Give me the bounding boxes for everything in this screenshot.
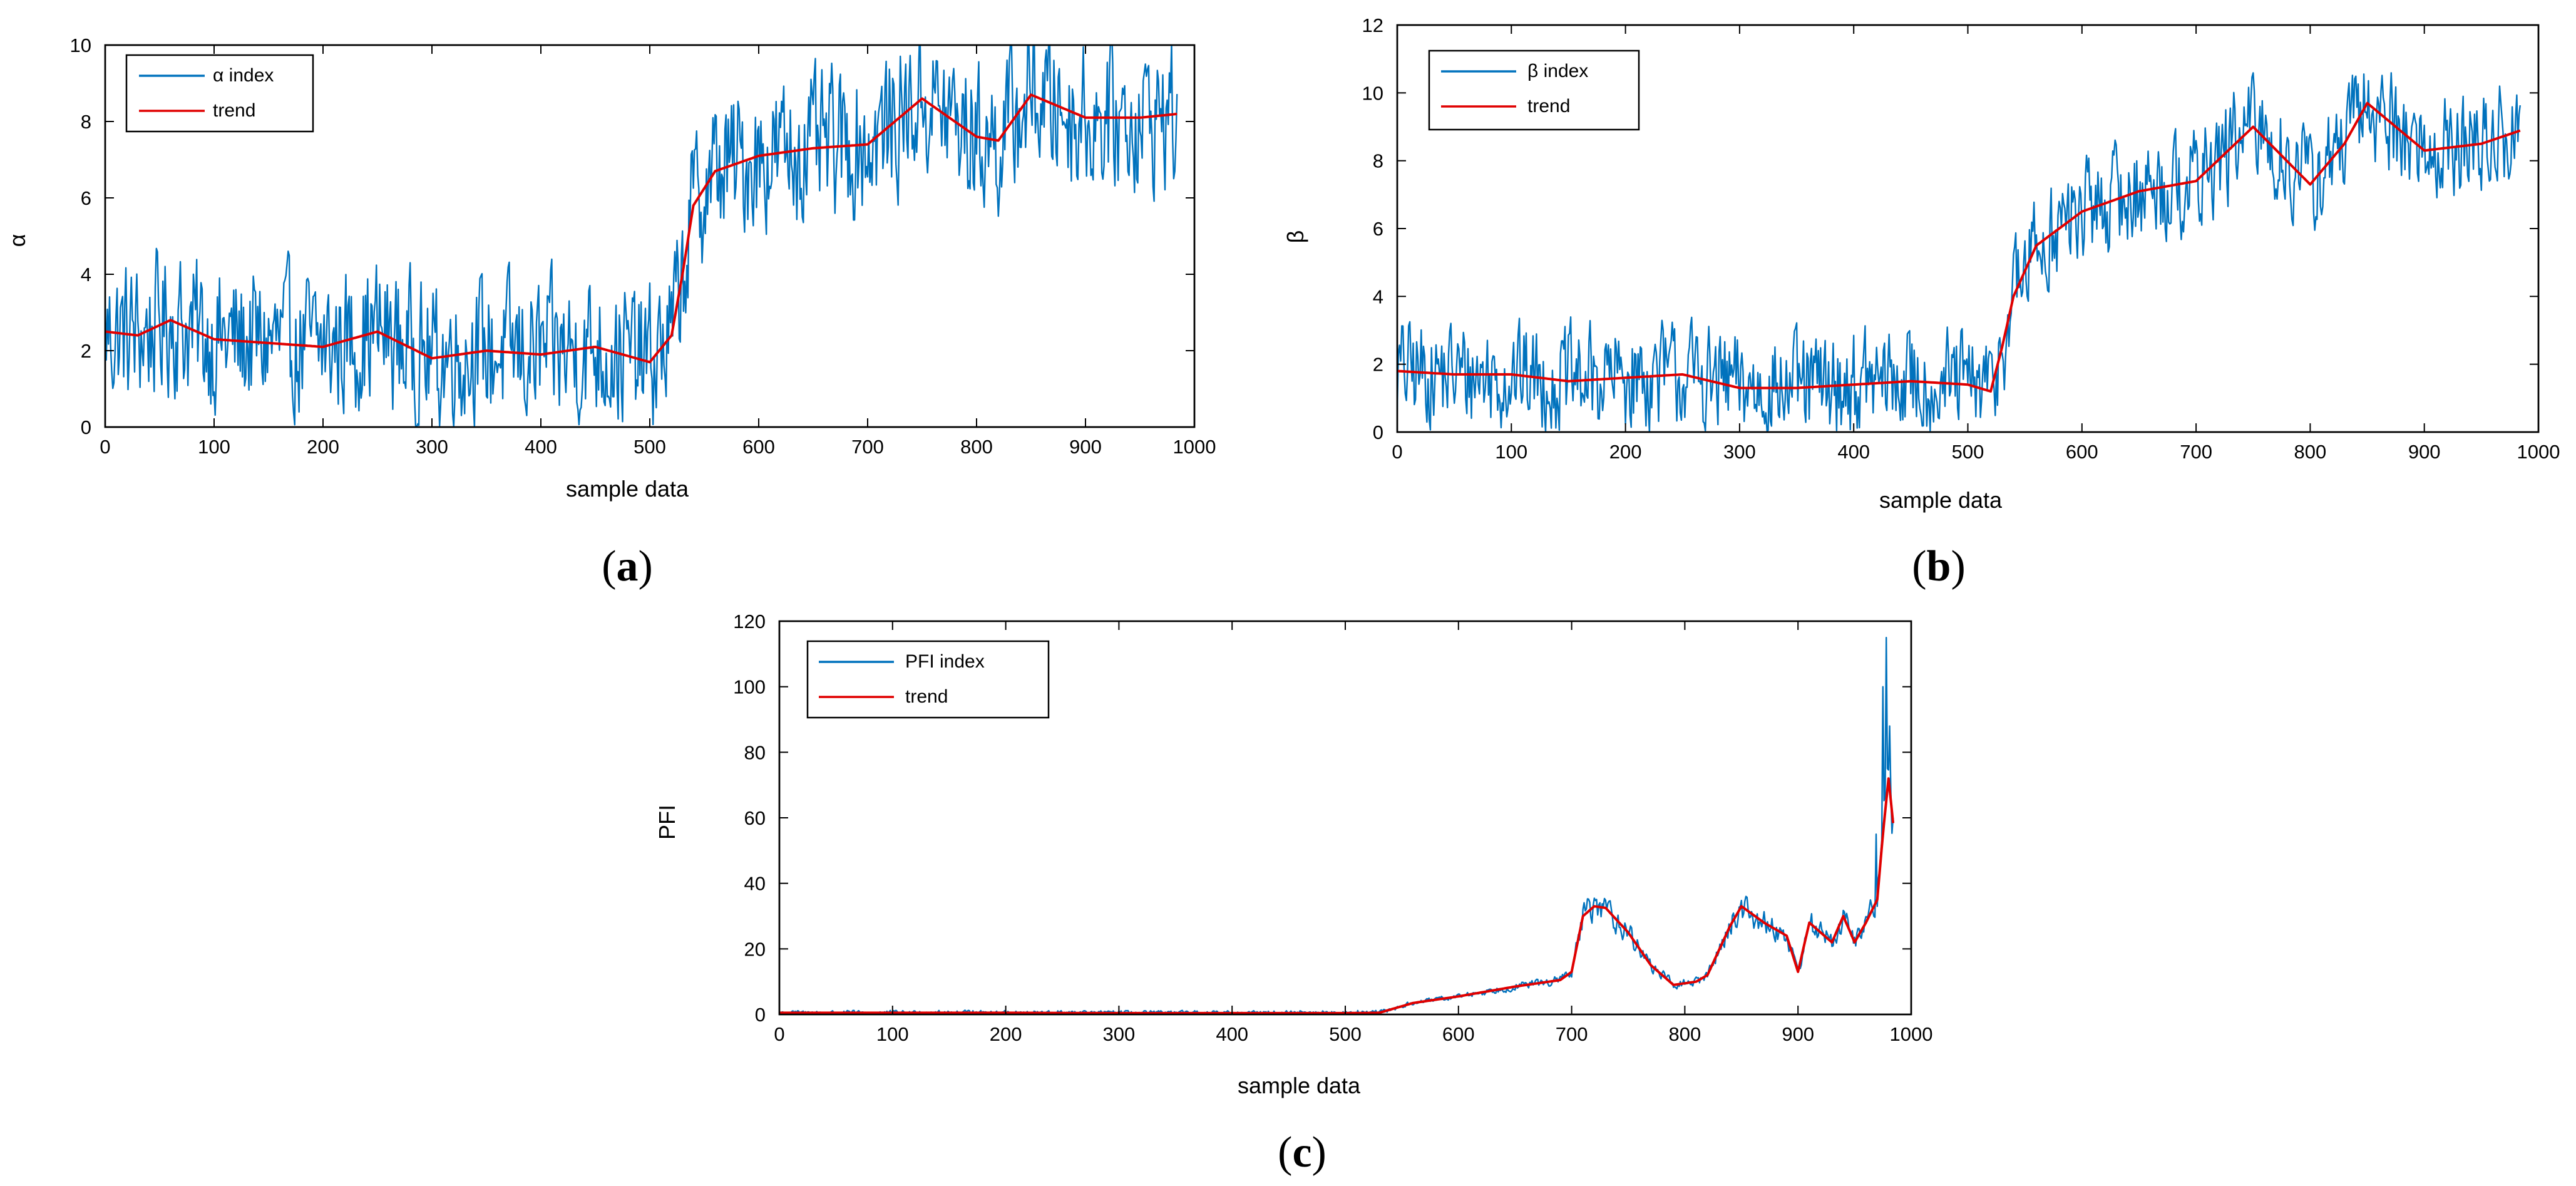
panel-a-ytick-label: 0 [81, 416, 91, 438]
panel-a-series-trend-line [105, 93, 1178, 364]
panel-c-xtick-label: 300 [1103, 1023, 1136, 1045]
panel-c-xtick-label: 200 [990, 1023, 1022, 1045]
panel-b-xtick-label: 600 [2066, 441, 2098, 463]
panel-c-series-trend-line [779, 777, 1895, 1014]
panel-c-xtick-label: 900 [1782, 1023, 1814, 1045]
panel-c-xticks: 0 100 200 300 400 500 600 700 800 900 1000 [774, 621, 1932, 1045]
panel-b-caption: (b) [1912, 542, 1966, 590]
panel-b: 0 100 200 300 400 500 600 700 800 900 1000 0 2 4 6 8 10… [1283, 14, 2560, 590]
panel-c-caption: (c) [1278, 1128, 1326, 1177]
panel-c-ytick-label: 60 [744, 807, 766, 829]
panel-a: 0 100 200 300 400 500 600 700 800 900 1000 0 2 4 6 8 10… [4, 34, 1216, 590]
panel-b-xtick-label: 100 [1495, 441, 1527, 463]
panel-b-xlabel: sample data [1879, 487, 2003, 513]
panel-a-ytick-label: 2 [81, 340, 91, 362]
panel-c-xtick-label: 400 [1216, 1023, 1248, 1045]
panel-a-xtick-label: 0 [100, 436, 110, 458]
panel-a-xtick-label: 500 [634, 436, 666, 458]
panel-b-xtick-label: 700 [2180, 441, 2212, 463]
panel-a-ylabel: α [4, 234, 30, 247]
panel-a-xlabel: sample data [566, 476, 689, 502]
panel-b-xtick-label: 400 [1837, 441, 1870, 463]
panel-a-ytick-label: 8 [81, 111, 91, 133]
panel-c-xtick-label: 700 [1556, 1023, 1588, 1045]
panel-a-xtick-label: 900 [1069, 436, 1102, 458]
panel-b-xtick-label: 500 [1952, 441, 1984, 463]
panel-c-xtick-label: 800 [1669, 1023, 1701, 1045]
panel-a-legend: α index trend [125, 54, 314, 133]
panel-c-xtick-label: 0 [774, 1023, 784, 1045]
panel-b-ytick-label: 0 [1373, 421, 1383, 443]
panel-b-ytick-label: 6 [1373, 218, 1383, 240]
panel-a-yticks: 0 2 4 6 8 10 [70, 34, 1194, 438]
panel-c: 0 100 200 300 400 500 600 700 800 900 1000 0 20 40 60… [654, 611, 1932, 1177]
panel-c-ytick-label: 20 [744, 938, 766, 960]
panel-a-legend-box [125, 54, 314, 133]
panel-b-ylabel: β [1283, 230, 1308, 244]
panel-c-ytick-label: 0 [755, 1004, 766, 1026]
panel-b-ytick-label: 4 [1373, 286, 1383, 307]
panel-c-ytick-label: 40 [744, 873, 766, 895]
panel-b-series-trend-line [1397, 101, 2521, 393]
panel-c-ylabel: PFI [654, 805, 680, 840]
panel-b-ytick-label: 8 [1373, 150, 1383, 172]
panel-b-ytick-label: 10 [1362, 82, 1383, 104]
panel-a-xtick-label: 1000 [1173, 436, 1216, 458]
panel-c-ytick-label: 80 [744, 741, 766, 763]
panel-c-legend-box [806, 640, 1050, 719]
panel-b-xtick-label: 200 [1609, 441, 1642, 463]
panel-b-ytick-label: 12 [1362, 14, 1383, 36]
panel-b-series-index-line [1397, 72, 2521, 432]
panel-b-yticks: 0 2 4 6 8 10 12 [1362, 14, 2538, 443]
panel-b-xtick-label: 900 [2408, 441, 2441, 463]
panel-c-legend: PFI index trend [806, 640, 1050, 719]
panel-c-xtick-label: 500 [1329, 1023, 1362, 1045]
panel-a-xticks: 0 100 200 300 400 500 600 700 800 900 1000 [100, 45, 1216, 458]
panel-a-xtick-label: 600 [742, 436, 775, 458]
panel-b-xtick-label: 0 [1392, 441, 1402, 463]
panel-a-ytick-label: 4 [81, 264, 91, 286]
panel-b-xtick-label: 1000 [2517, 441, 2560, 463]
panel-c-legend-label-index: PFI index [905, 651, 985, 672]
panel-b-legend-label-index: β index [1527, 61, 1588, 81]
panel-b-legend-label-trend: trend [1527, 96, 1570, 116]
panel-a-xtick-label: 300 [416, 436, 448, 458]
panel-a-legend-label-trend: trend [213, 100, 255, 121]
panel-c-xlabel: sample data [1238, 1073, 1361, 1098]
panel-c-xtick-label: 600 [1442, 1023, 1475, 1045]
panel-a-caption: (a) [602, 542, 653, 590]
panel-c-xtick-label: 1000 [1890, 1023, 1933, 1045]
panel-b-xticks: 0 100 200 300 400 500 600 700 800 900 1000 [1392, 25, 2560, 463]
panel-a-xtick-label: 100 [198, 436, 230, 458]
panel-a-ytick-label: 10 [70, 34, 91, 56]
panel-b-xtick-label: 300 [1723, 441, 1756, 463]
panel-a-ytick-label: 6 [81, 187, 91, 209]
panel-b-xtick-label: 800 [2294, 441, 2327, 463]
panel-c-yticks: 0 20 40 60 80 100 120 [733, 611, 1911, 1026]
panel-a-legend-label-index: α index [213, 65, 274, 86]
panel-c-ytick-label: 120 [733, 611, 766, 632]
panel-a-xtick-label: 400 [525, 436, 557, 458]
panel-b-legend-box [1428, 49, 1640, 131]
panel-c-ytick-label: 100 [733, 676, 766, 698]
panel-b-legend: β index trend [1428, 49, 1640, 131]
panel-a-xtick-label: 700 [851, 436, 884, 458]
panel-a-xtick-label: 800 [960, 436, 993, 458]
panel-a-xtick-label: 200 [307, 436, 339, 458]
panel-c-legend-label-trend: trend [905, 686, 948, 707]
panel-c-xtick-label: 100 [876, 1023, 909, 1045]
panel-b-ytick-label: 2 [1373, 354, 1383, 376]
panel-a-series-index-line [105, 45, 1178, 427]
